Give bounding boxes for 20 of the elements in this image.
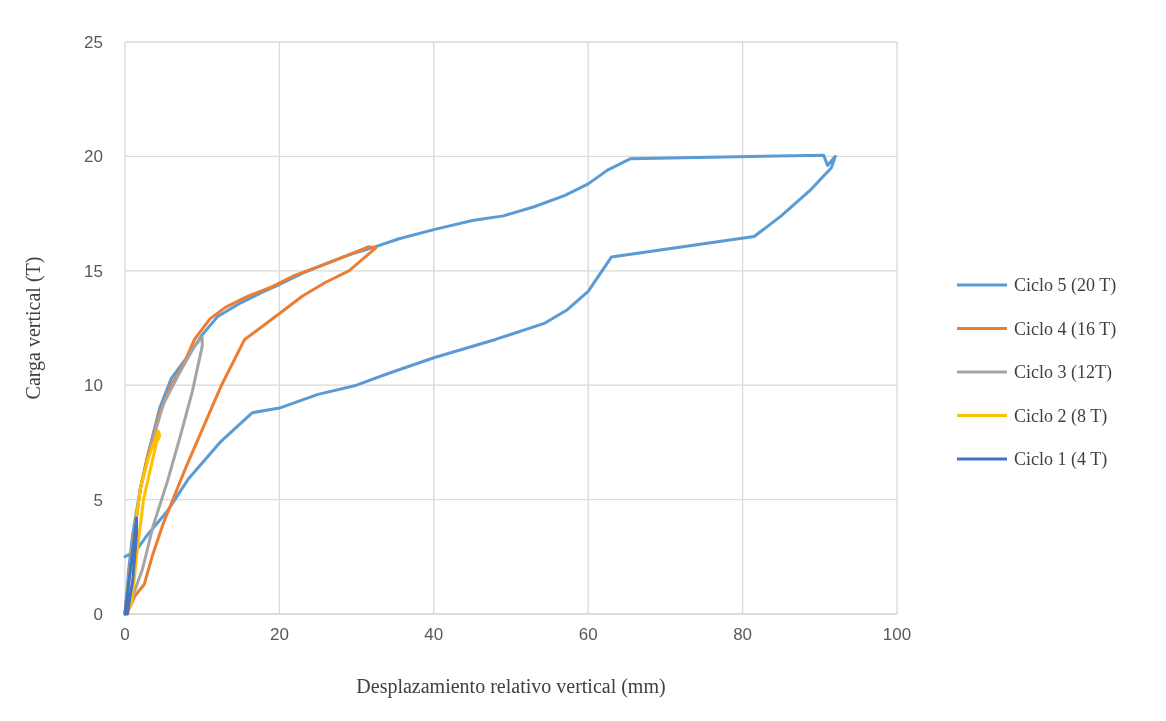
legend-label: Ciclo 3 (12T) — [1014, 362, 1112, 383]
x-tick-label: 100 — [882, 625, 912, 644]
y-tick-label: 10 — [84, 376, 103, 396]
legend-label: Ciclo 1 (4 T) — [1014, 449, 1108, 470]
y-tick-label: 25 — [84, 33, 103, 52]
y-axis-title: Carga vertical (T) — [22, 256, 45, 400]
legend-label: Ciclo 2 (8 T) — [1014, 405, 1108, 427]
x-axis-title: Desplazamiento relativo vertical (mm) — [356, 675, 666, 698]
y-tick-label: 20 — [84, 147, 103, 167]
x-tick-label: 0 — [120, 625, 130, 644]
legend-label: Ciclo 4 (16 T) — [1014, 318, 1117, 340]
line-series — [123, 516, 139, 616]
y-tick-label: 5 — [93, 490, 103, 510]
x-tick-label: 60 — [578, 625, 598, 644]
x-tick-label: 40 — [424, 625, 444, 644]
x-tick-label: 80 — [733, 625, 753, 644]
legend-label: Ciclo 5 (20 T) — [1014, 275, 1117, 296]
y-tick-label: 0 — [93, 605, 103, 624]
y-tick-label: 15 — [84, 261, 103, 281]
x-tick-label: 20 — [269, 625, 289, 644]
